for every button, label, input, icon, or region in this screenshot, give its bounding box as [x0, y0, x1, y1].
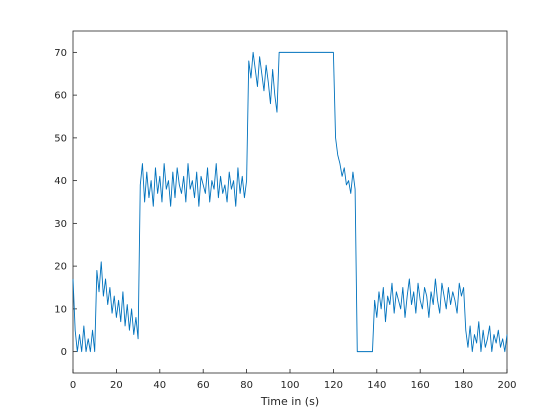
x-tick-label: 80: [240, 380, 253, 391]
x-tick-label: 0: [70, 380, 76, 391]
series-line: [72, 51, 508, 353]
y-tick-label: 10: [54, 304, 67, 315]
y-tick-label: 30: [54, 219, 67, 230]
x-tick-label: 180: [454, 380, 473, 391]
x-tick-label: 40: [153, 380, 166, 391]
x-tick-label: 160: [411, 380, 430, 391]
x-tick-label: 100: [280, 380, 299, 391]
y-tick-label: 60: [54, 91, 67, 102]
y-tick-label: 40: [54, 176, 67, 187]
x-axis: 0 20 40 60 80 100 120 140 160 180 200: [70, 369, 517, 391]
y-tick-label: 20: [54, 262, 67, 273]
y-tick-label: 0: [61, 347, 67, 358]
x-tick-label: 140: [367, 380, 386, 391]
x-tick-label: 20: [110, 380, 123, 391]
x-tick-label: 60: [197, 380, 210, 391]
x-tick-label: 120: [324, 380, 343, 391]
y-tick-label: 70: [54, 48, 67, 59]
y-tick-label: 50: [54, 133, 67, 144]
x-tick-label: 200: [497, 380, 516, 391]
x-axis-label: Time in (s): [260, 395, 319, 408]
y-axis: 0 10 20 30 40 50 60 70: [54, 48, 77, 358]
